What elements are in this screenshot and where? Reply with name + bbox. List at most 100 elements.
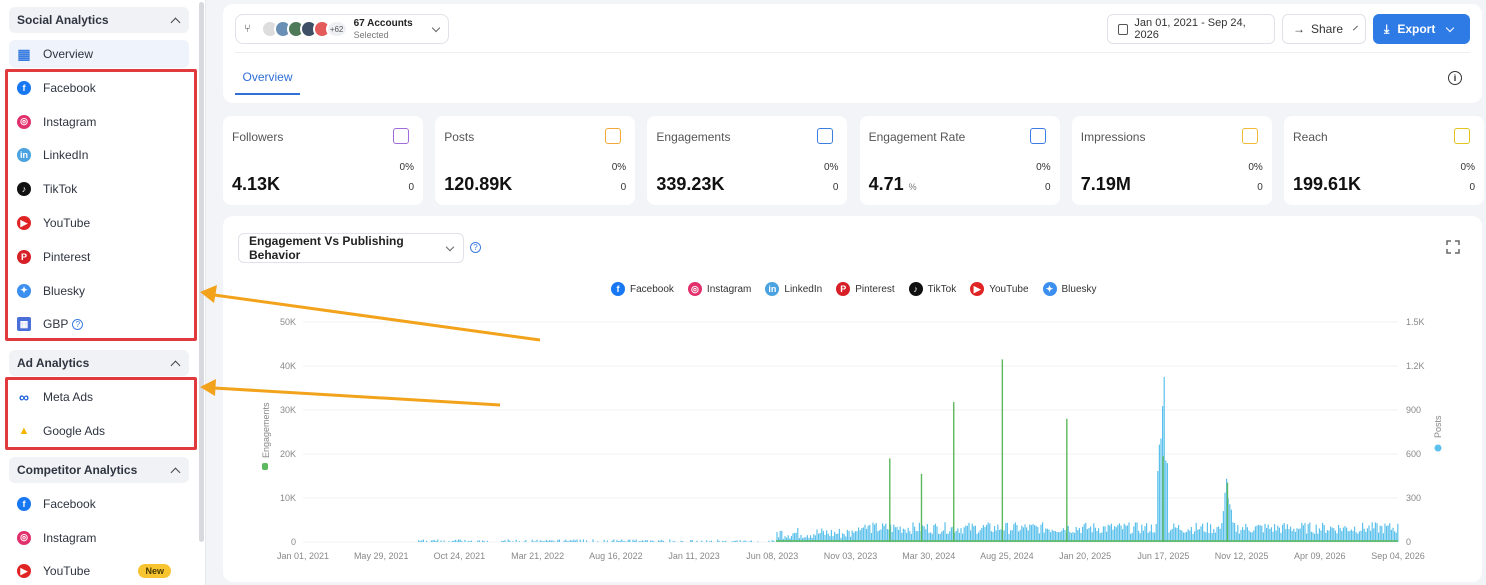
sidebar-item-pinterest[interactable]: P Pinterest [9, 243, 189, 271]
posts-bar [1115, 527, 1117, 542]
posts-bar [539, 540, 541, 542]
y2-tick-label: 1.5K [1406, 317, 1425, 327]
sidebar-item-instagram[interactable]: ◎ Instagram [9, 108, 189, 136]
expand-icon[interactable] [1446, 240, 1460, 254]
stat-card-engagements[interactable]: Engagements 0% 339.23K 0 [647, 116, 848, 205]
posts-bar [1099, 533, 1101, 542]
legend-item-facebook[interactable]: f Facebook [611, 282, 674, 296]
posts-bar [731, 541, 733, 542]
sidebar-item-facebook[interactable]: f Facebook [9, 490, 189, 518]
export-button[interactable]: ⤓ Export [1373, 14, 1470, 44]
sidebar-item-bluesky[interactable]: ✦ Bluesky [9, 277, 189, 305]
posts-bar [1064, 529, 1066, 542]
account-selector[interactable]: ⑂ +62 67 Accounts Selected [235, 14, 449, 44]
posts-bar [1310, 531, 1312, 542]
posts-bar [1274, 524, 1276, 542]
stat-card-posts[interactable]: Posts 0% 120.89K 0 [435, 116, 636, 205]
posts-bar [1262, 532, 1264, 542]
posts-bar [1160, 438, 1162, 542]
posts-bar [573, 539, 575, 542]
sidebar-scrollbar[interactable] [199, 2, 204, 542]
posts-bar [1222, 511, 1224, 542]
posts-bar [1202, 523, 1204, 542]
sidebar-item-youtube[interactable]: ▶ YouTube New [9, 557, 189, 585]
sidebar-item-linkedin[interactable]: in LinkedIn [9, 141, 189, 169]
chart-type-dropdown[interactable]: Engagement Vs Publishing Behavior [238, 233, 464, 263]
posts-bar [1307, 524, 1309, 542]
posts-bar [1261, 525, 1263, 542]
posts-bar [1170, 530, 1172, 542]
section-competitor-analytics[interactable]: Competitor Analytics [9, 457, 189, 483]
legend-item-tiktok[interactable]: ♪ TikTok [908, 282, 956, 296]
posts-bar [421, 540, 423, 542]
sidebar-item-gbp[interactable]: ▦ GBP? [9, 310, 189, 338]
info-icon[interactable]: i [1448, 71, 1462, 85]
stat-label: Engagements [656, 130, 731, 144]
posts-bar [1014, 522, 1016, 542]
legend-item-bluesky[interactable]: ✦ Bluesky [1042, 282, 1097, 296]
stat-label: Engagement Rate [868, 130, 966, 144]
posts-bar [890, 524, 892, 542]
posts-bar [1216, 527, 1218, 542]
posts-bar [659, 540, 661, 542]
legend-label: Instagram [706, 283, 752, 295]
legend-item-instagram[interactable]: ◎ Instagram [687, 282, 752, 296]
posts-bar [1357, 533, 1359, 542]
posts-bar [1366, 528, 1368, 542]
help-icon[interactable]: ? [470, 242, 481, 253]
posts-bar [1285, 529, 1287, 542]
posts-bar [1395, 532, 1397, 542]
section-ad-analytics[interactable]: Ad Analytics [9, 350, 189, 376]
sidebar-item-facebook[interactable]: f Facebook [9, 74, 189, 102]
share-button[interactable]: → Share [1282, 14, 1366, 44]
tab-overview[interactable]: Overview [235, 70, 300, 95]
posts-bar [1141, 524, 1143, 542]
y-tick-label: 10K [280, 493, 296, 503]
posts-bar [816, 529, 818, 542]
posts-bar [971, 523, 973, 542]
posts-bar [1365, 531, 1367, 542]
posts-bar [1390, 529, 1392, 542]
x-tick-label: May 29, 2021 [354, 551, 409, 561]
posts-bar [898, 529, 900, 542]
posts-bar [672, 541, 674, 542]
posts-bar [547, 541, 549, 542]
stat-card-reach[interactable]: Reach 0% 199.61K 0 [1284, 116, 1484, 205]
posts-bar [1102, 526, 1104, 542]
posts-bar [923, 526, 925, 542]
posts-bar [1040, 524, 1042, 542]
stat-card-impressions[interactable]: Impressions 0% 7.19M 0 [1071, 116, 1272, 205]
posts-bar [1163, 376, 1165, 542]
posts-bar [821, 528, 823, 542]
sidebar-item-youtube[interactable]: ▶ YouTube [9, 209, 189, 237]
sidebar-item-label: LinkedIn [43, 148, 89, 163]
sidebar-item-google-ads[interactable]: ▲ Google Ads [9, 417, 189, 445]
linkedin-icon: in [17, 148, 31, 163]
posts-bar [650, 540, 652, 542]
sidebar-item-tiktok[interactable]: ♪ TikTok [9, 175, 189, 203]
posts-bar [1358, 531, 1360, 542]
posts-bar [1006, 522, 1008, 542]
legend-item-youtube[interactable]: ▶ YouTube [970, 282, 1029, 296]
posts-bar [1344, 525, 1346, 542]
posts-bar [1342, 527, 1344, 542]
stat-change: 0 [832, 182, 839, 193]
legend-item-pinterest[interactable]: P Pinterest [836, 282, 895, 296]
sidebar-item-meta-ads[interactable]: ∞ Meta Ads [9, 383, 189, 411]
posts-bar [1341, 531, 1343, 542]
help-icon[interactable]: ? [72, 318, 84, 330]
sidebar-item-overview[interactable]: ▦ Overview [9, 40, 189, 68]
stat-card-followers[interactable]: Followers 0% 4.13K 0 [223, 116, 423, 205]
legend-label: LinkedIn [784, 283, 823, 295]
posts-bar [928, 532, 930, 542]
section-social-analytics[interactable]: Social Analytics [9, 7, 189, 33]
date-range-picker[interactable]: Jan 01, 2021 - Sep 24, 2026 [1107, 14, 1275, 44]
youtube-icon: ▶ [17, 564, 31, 578]
posts-bar [822, 531, 824, 542]
stat-card-engagement-rate[interactable]: Engagement Rate 0% 4.71 % 0 [859, 116, 1060, 205]
legend-item-linkedin[interactable]: in LinkedIn [765, 282, 822, 296]
posts-bar [904, 529, 906, 542]
sidebar-item-instagram[interactable]: ◎ Instagram [9, 524, 189, 552]
posts-bar [926, 524, 928, 542]
x-tick-label: Jun 17, 2025 [1137, 551, 1189, 561]
